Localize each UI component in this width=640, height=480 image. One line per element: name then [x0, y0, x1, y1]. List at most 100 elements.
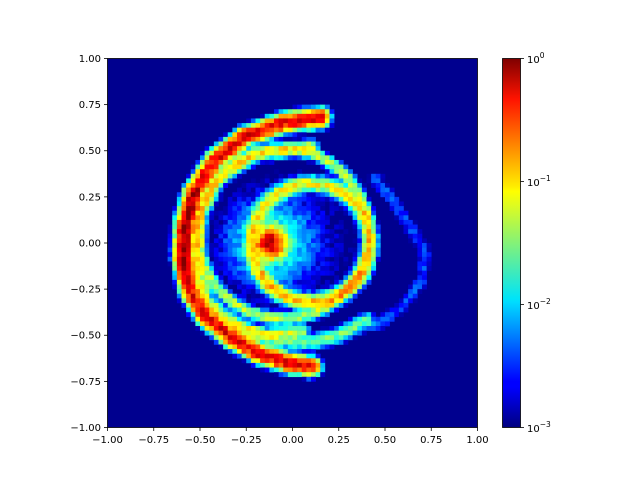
heatmap-cell [255, 279, 261, 285]
heatmap-cell [324, 270, 330, 276]
heatmap-cell [250, 141, 256, 147]
heatmap-cell [320, 362, 326, 368]
heatmap-cell [301, 136, 307, 142]
heatmap-cell [264, 219, 270, 225]
heatmap-cell [398, 298, 404, 304]
heatmap-cell [398, 302, 404, 308]
heatmap-cell [274, 132, 279, 138]
heatmap-cell [200, 307, 205, 313]
heatmap-cell [269, 321, 275, 327]
heatmap-cell [209, 215, 215, 221]
heatmap-cell [292, 132, 298, 138]
heatmap-cell [218, 252, 224, 258]
heatmap-cell [361, 312, 367, 318]
heatmap-cell [190, 229, 196, 235]
heatmap-cell [301, 243, 307, 248]
heatmap-cell [361, 187, 367, 193]
heatmap-cell [301, 326, 307, 331]
heatmap-cell [200, 293, 205, 299]
heatmap-cell [324, 307, 330, 313]
heatmap-cell [315, 362, 321, 368]
heatmap-cell [292, 224, 298, 230]
heatmap-cell [264, 141, 270, 147]
heatmap-cell [297, 256, 303, 262]
heatmap-cell [190, 183, 196, 188]
heatmap-cell [223, 150, 229, 156]
heatmap-cell [315, 261, 321, 267]
heatmap-cell [380, 178, 386, 184]
heatmap-cell [264, 316, 270, 322]
heatmap-cell [246, 275, 252, 281]
heatmap-cell [375, 243, 381, 248]
heatmap-cell [343, 229, 349, 235]
heatmap-cell [223, 266, 229, 271]
heatmap-cell [172, 229, 178, 235]
heatmap-cell [269, 243, 275, 248]
heatmap-cell [306, 261, 312, 267]
heatmap-cell [352, 215, 358, 221]
heatmap-cell [306, 298, 312, 304]
x-tick-label: −0.75 [138, 435, 169, 446]
heatmap-cell [329, 123, 335, 128]
heatmap-cell [343, 256, 349, 262]
heatmap-cell [213, 261, 219, 267]
heatmap-cell [297, 219, 303, 225]
heatmap-cell [334, 233, 340, 239]
heatmap-cell [320, 270, 326, 276]
heatmap-cell [324, 284, 330, 290]
heatmap-cell [352, 335, 358, 341]
heatmap-cell [283, 192, 289, 198]
heatmap-cell [301, 247, 307, 253]
heatmap-cell [329, 113, 335, 119]
heatmap-cell [190, 164, 196, 170]
heatmap-cell [361, 215, 367, 221]
heatmap-cell [297, 215, 303, 221]
heatmap-cell [283, 210, 289, 216]
heatmap-cell [181, 284, 187, 290]
heatmap-cell [278, 261, 284, 267]
heatmap-cell [260, 289, 266, 295]
heatmap-cell [306, 155, 312, 161]
heatmap-cell [287, 113, 293, 119]
heatmap-cell [213, 201, 219, 207]
heatmap-cell [320, 215, 326, 221]
heatmap-cell [320, 238, 326, 244]
heatmap-cell [269, 219, 275, 225]
heatmap-cell [306, 146, 312, 152]
y-tick-label: −0.50 [70, 331, 101, 342]
heatmap-cell [292, 113, 298, 119]
heatmap-cell [204, 266, 210, 271]
heatmap-cell [292, 256, 298, 262]
heatmap-cell [306, 173, 312, 179]
heatmap-cell [237, 206, 242, 212]
heatmap-cell [250, 270, 256, 276]
heatmap-cell [227, 316, 233, 322]
heatmap-cell [260, 196, 266, 202]
heatmap-cell [315, 358, 321, 364]
heatmap-cell [260, 330, 266, 336]
heatmap-cell [213, 312, 219, 318]
heatmap-cell [361, 266, 367, 271]
heatmap-cell [292, 150, 298, 156]
heatmap-cell [283, 266, 289, 271]
heatmap-cell [311, 266, 316, 271]
heatmap-cell [301, 187, 307, 193]
heatmap-cell [324, 302, 330, 308]
heatmap-cell [241, 335, 247, 341]
heatmap-cell [186, 284, 192, 290]
heatmap-cell [218, 261, 224, 267]
heatmap-cell [200, 224, 205, 230]
heatmap-cell [311, 339, 316, 345]
heatmap-cell [320, 316, 326, 322]
heatmap-cell [195, 206, 201, 212]
heatmap-cell [218, 164, 224, 170]
heatmap-cell [292, 339, 298, 345]
heatmap-cell [297, 243, 303, 248]
heatmap-cell [213, 335, 219, 341]
heatmap-cell [292, 289, 298, 295]
heatmap-cell [301, 266, 307, 271]
heatmap-cell [232, 293, 238, 299]
heatmap-cell [301, 183, 307, 188]
heatmap-cell [338, 169, 344, 175]
heatmap-cell [260, 233, 266, 239]
